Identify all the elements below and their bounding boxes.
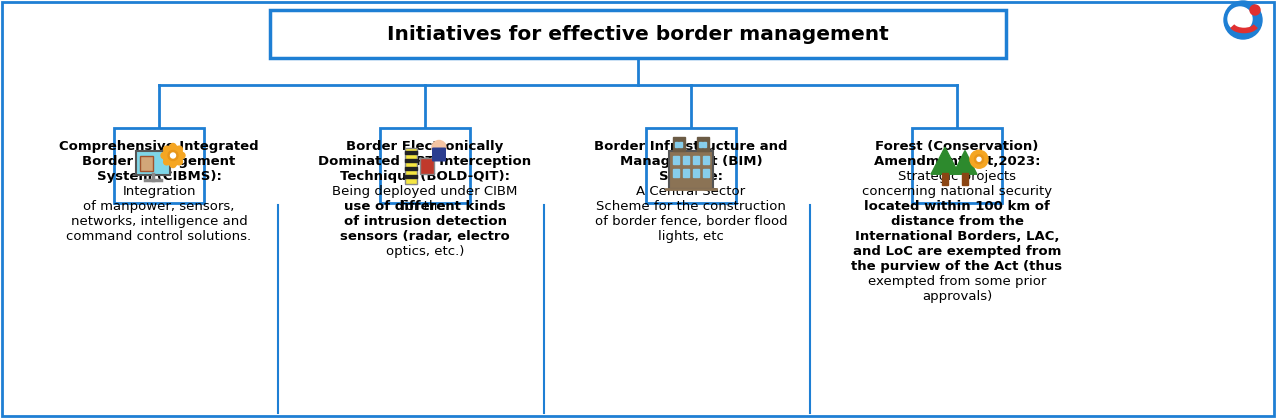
Text: of manpower, sensors,: of manpower, sensors, (83, 200, 235, 213)
Circle shape (970, 150, 988, 168)
Circle shape (168, 150, 177, 161)
Text: and LoC are exempted from: and LoC are exempted from (852, 245, 1062, 258)
Text: Scheme:: Scheme: (658, 170, 723, 183)
Text: concerning national security: concerning national security (861, 185, 1053, 198)
Text: Comprehensive Integrated: Comprehensive Integrated (59, 140, 259, 153)
Text: A Central Sector: A Central Sector (637, 185, 745, 198)
Text: networks, intelligence and: networks, intelligence and (70, 215, 248, 228)
Text: Management (BIM): Management (BIM) (620, 155, 762, 168)
Text: Border Management: Border Management (83, 155, 236, 168)
FancyBboxPatch shape (271, 10, 1005, 58)
Bar (703, 156, 709, 164)
Circle shape (171, 153, 176, 158)
Text: lights, etc: lights, etc (658, 230, 723, 243)
Text: located within 100 km of: located within 100 km of (864, 200, 1050, 213)
Circle shape (179, 153, 185, 158)
Text: Initiatives for effective border management: Initiatives for effective border managem… (387, 25, 889, 43)
Text: International Borders, LAC,: International Borders, LAC, (855, 230, 1059, 243)
FancyBboxPatch shape (646, 128, 736, 203)
Text: of border fence, border flood: of border fence, border flood (595, 215, 787, 228)
Bar (679, 142, 681, 147)
Bar (703, 142, 706, 147)
Circle shape (433, 140, 447, 155)
Text: Forest (Conservation): Forest (Conservation) (875, 140, 1039, 153)
FancyBboxPatch shape (380, 128, 470, 203)
Bar (693, 169, 699, 177)
Bar (404, 166, 417, 170)
Circle shape (163, 146, 170, 152)
Text: use of different kinds: use of different kinds (345, 200, 505, 213)
Text: sensors (radar, electro: sensors (radar, electro (341, 230, 510, 243)
Polygon shape (953, 150, 977, 174)
Text: Scheme for the construction: Scheme for the construction (596, 200, 786, 213)
FancyBboxPatch shape (137, 150, 170, 174)
Text: Dominated QRT Interception: Dominated QRT Interception (319, 155, 532, 168)
Circle shape (1228, 7, 1252, 31)
Polygon shape (931, 147, 960, 174)
Circle shape (977, 157, 981, 161)
Text: of intrusion detection: of intrusion detection (343, 215, 507, 228)
Text: Amendment Act,2023:: Amendment Act,2023: (874, 155, 1040, 168)
Text: exempted from some prior: exempted from some prior (868, 275, 1046, 288)
Circle shape (163, 145, 182, 166)
Text: the purview of the Act (thus: the purview of the Act (thus (851, 260, 1063, 273)
Text: Strategic projects: Strategic projects (898, 170, 1016, 183)
Bar (672, 169, 679, 177)
FancyBboxPatch shape (404, 148, 417, 184)
FancyBboxPatch shape (139, 156, 153, 171)
FancyBboxPatch shape (420, 158, 434, 173)
FancyBboxPatch shape (433, 148, 447, 161)
Bar (675, 142, 678, 147)
Text: optics, etc.): optics, etc.) (385, 245, 464, 258)
Circle shape (975, 155, 984, 164)
Bar (962, 173, 967, 185)
Circle shape (161, 153, 167, 158)
Circle shape (1250, 5, 1259, 15)
Bar (683, 169, 689, 177)
Circle shape (176, 146, 182, 152)
Text: Border Infrastructure and: Border Infrastructure and (595, 140, 787, 153)
FancyBboxPatch shape (669, 151, 713, 189)
Bar (672, 137, 685, 151)
Text: distance from the: distance from the (891, 215, 1023, 228)
FancyBboxPatch shape (114, 128, 204, 203)
Text: Being deployed under CIBM: Being deployed under CIBM (332, 185, 518, 198)
Circle shape (170, 143, 176, 150)
Text: System (CIBMS):: System (CIBMS): (97, 170, 222, 183)
Bar (404, 150, 417, 153)
Bar (942, 173, 948, 185)
Circle shape (1224, 1, 1262, 39)
FancyBboxPatch shape (912, 128, 1002, 203)
Bar (404, 158, 417, 161)
Bar (697, 137, 709, 151)
Circle shape (163, 159, 170, 165)
Bar (703, 169, 709, 177)
Bar (404, 174, 417, 178)
Bar (672, 156, 679, 164)
Bar (693, 156, 699, 164)
Text: Integration: Integration (122, 185, 195, 198)
Circle shape (170, 161, 176, 168)
Bar (699, 142, 702, 147)
Text: Border Electronically: Border Electronically (346, 140, 504, 153)
Circle shape (176, 159, 182, 165)
Text: for the: for the (401, 200, 449, 213)
Text: Technique (BOLD-QIT):: Technique (BOLD-QIT): (339, 170, 510, 183)
Text: command control solutions.: command control solutions. (66, 230, 251, 243)
Text: approvals): approvals) (921, 290, 993, 303)
Bar (683, 156, 689, 164)
